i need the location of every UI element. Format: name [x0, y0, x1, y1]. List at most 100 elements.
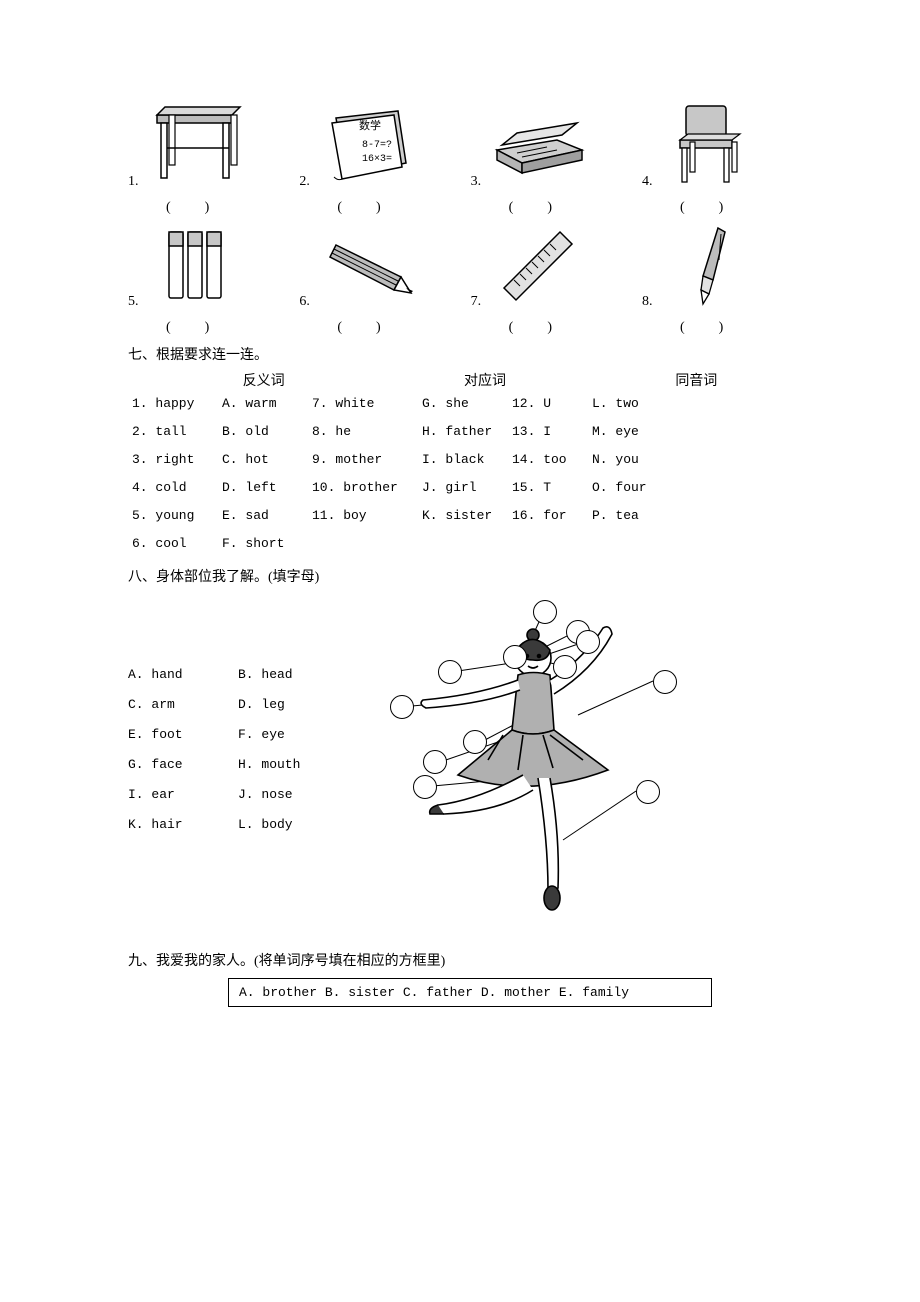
- label-circle: [438, 660, 462, 684]
- item-number: 5.: [128, 294, 139, 310]
- word: L. body: [238, 810, 348, 840]
- label-circle: [503, 645, 527, 669]
- item-6: 6. ( ): [299, 220, 449, 336]
- label-circle: [533, 600, 557, 624]
- section-9-title: 九、我爱我的家人。(将单词序号填在相应的方框里): [128, 950, 792, 970]
- markers-icon: [145, 220, 245, 310]
- pencil-case-icon: [487, 100, 587, 190]
- word: H. mouth: [238, 750, 348, 780]
- chair-icon: [658, 100, 758, 190]
- item-7: 7.: [471, 220, 621, 336]
- label-circle: [576, 630, 600, 654]
- cell: D. left: [222, 474, 312, 502]
- item-2: 2. 数学 8-7=? 16×3= ( ): [299, 100, 449, 216]
- cell: B. old: [222, 418, 312, 446]
- word: J. nose: [238, 780, 348, 810]
- cell: 12. U: [512, 390, 592, 418]
- cell: F. short: [222, 530, 312, 558]
- word: E. foot: [128, 720, 238, 750]
- answer-paren: ( ): [509, 196, 554, 216]
- image-row-1: 1. ( ) 2.: [128, 100, 792, 216]
- item-4: 4. ( ): [642, 100, 792, 216]
- word: I. ear: [128, 780, 238, 810]
- cell: 9. mother: [312, 446, 422, 474]
- label-circle: [423, 750, 447, 774]
- item-number: 7.: [471, 294, 482, 310]
- cell: C. hot: [222, 446, 312, 474]
- label-circle: [413, 775, 437, 799]
- cell: 10. brother: [312, 474, 422, 502]
- cell: 15. T: [512, 474, 592, 502]
- match-grid: 1. happyA. warm7. whiteG. she12. UL. two…: [128, 390, 792, 558]
- cell: G. she: [422, 390, 512, 418]
- item-8: 8. ( ): [642, 220, 792, 336]
- answer-paren: ( ): [166, 316, 211, 336]
- answer-paren: ( ): [509, 316, 554, 336]
- cell: I. black: [422, 446, 512, 474]
- header-homophone: 同音词: [601, 370, 792, 390]
- svg-text:8-7=?: 8-7=?: [362, 140, 392, 151]
- cell: 3. right: [128, 446, 222, 474]
- header-antonym: 反义词: [168, 370, 359, 390]
- cell: 7. white: [312, 390, 422, 418]
- cell: J. girl: [422, 474, 512, 502]
- cell: A. warm: [222, 390, 312, 418]
- cell: M. eye: [592, 418, 662, 446]
- ruler-icon: [487, 220, 587, 310]
- match-headers: 反义词 对应词 同音词: [168, 370, 792, 390]
- pencil-icon: [316, 220, 416, 310]
- cell: E. sad: [222, 502, 312, 530]
- answer-paren: ( ): [680, 316, 725, 336]
- word-bank-box: A. brother B. sister C. father D. mother…: [228, 978, 712, 1007]
- word: K. hair: [128, 810, 238, 840]
- label-circle: [553, 655, 577, 679]
- item-number: 4.: [642, 174, 653, 190]
- cell: 13. I: [512, 418, 592, 446]
- cell: 16. for: [512, 502, 592, 530]
- cell: O. four: [592, 474, 662, 502]
- desk-icon: [145, 100, 245, 190]
- answer-paren: ( ): [680, 196, 725, 216]
- worksheet-page: 1. ( ) 2.: [0, 0, 920, 1067]
- cell: [422, 530, 512, 558]
- label-circle: [636, 780, 660, 804]
- body-section: A. handB. head C. armD. leg E. footF. ey…: [128, 600, 792, 920]
- svg-text:16×3=: 16×3=: [362, 154, 392, 165]
- item-number: 3.: [471, 174, 482, 190]
- cell: 4. cold: [128, 474, 222, 502]
- answer-paren: ( ): [166, 196, 211, 216]
- answer-paren: ( ): [337, 196, 382, 216]
- ballerina-diagram: [368, 600, 678, 920]
- cell: H. father: [422, 418, 512, 446]
- cell: P. tea: [592, 502, 662, 530]
- item-number: 8.: [642, 294, 653, 310]
- section-8-title: 八、身体部位我了解。(填字母): [128, 566, 792, 586]
- word: C. arm: [128, 690, 238, 720]
- label-circle: [653, 670, 677, 694]
- cell: 2. tall: [128, 418, 222, 446]
- cell: 8. he: [312, 418, 422, 446]
- cell: N. you: [592, 446, 662, 474]
- cell: 6. cool: [128, 530, 222, 558]
- item-number: 1.: [128, 174, 139, 190]
- cell: K. sister: [422, 502, 512, 530]
- cell: [312, 530, 422, 558]
- item-5: 5. ( ): [128, 220, 278, 336]
- word: F. eye: [238, 720, 348, 750]
- item-number: 6.: [299, 294, 310, 310]
- header-pair: 对应词: [389, 370, 580, 390]
- book-icon: 数学 8-7=? 16×3=: [316, 100, 416, 190]
- cell: [512, 530, 592, 558]
- item-3: 3. ( ): [471, 100, 621, 216]
- item-number: 2.: [299, 174, 310, 190]
- answer-paren: ( ): [337, 316, 382, 336]
- word: B. head: [238, 660, 348, 690]
- cell: 14. too: [512, 446, 592, 474]
- cell: 1. happy: [128, 390, 222, 418]
- item-1: 1. ( ): [128, 100, 278, 216]
- cell: 5. young: [128, 502, 222, 530]
- cell: 11. boy: [312, 502, 422, 530]
- cell: L. two: [592, 390, 662, 418]
- label-circle: [463, 730, 487, 754]
- word: G. face: [128, 750, 238, 780]
